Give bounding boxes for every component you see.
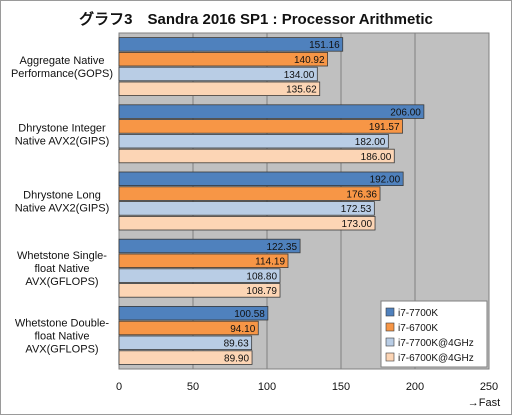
- category-label: Dhrystone Long: [23, 190, 101, 202]
- category-label: Dhrystone Integer: [18, 122, 106, 134]
- chart-title: グラフ3 Sandra 2016 SP1 : Processor Arithme…: [79, 11, 433, 28]
- category-label: AVX(GFLOPS): [25, 343, 98, 355]
- bar-i7-6700k-4ghz: [118, 148, 395, 164]
- category-label: Native AVX2(GIPS): [15, 203, 110, 215]
- category-label: Whetstone Double-: [15, 317, 109, 329]
- x-tick-label: 250: [480, 381, 498, 393]
- bar-i7-7700k-4ghz: [118, 268, 281, 283]
- bar-i7-7700k: [118, 104, 425, 119]
- value-label: 172.53: [341, 204, 372, 215]
- x-axis-caption: →Fast: [468, 397, 500, 409]
- legend-label: i7-6700K@4GHz: [398, 353, 474, 364]
- bar-i7-6700k-4ghz: [118, 350, 253, 365]
- category-label: Performance(GOPS): [11, 68, 113, 80]
- value-label: 151.16: [309, 40, 340, 51]
- bar-i7-6700k-4ghz: [118, 81, 321, 97]
- value-label: 134.00: [284, 70, 315, 81]
- value-label: 186.00: [361, 152, 392, 163]
- x-tick-label: 100: [258, 381, 276, 393]
- bar-i7-7700k-4ghz: [118, 201, 375, 216]
- value-label: 173.00: [341, 219, 372, 230]
- value-label: 108.79: [246, 286, 277, 297]
- x-tick-label: 200: [406, 381, 424, 393]
- bar-i7-7700k: [118, 238, 301, 254]
- value-label: 192.00: [370, 175, 401, 186]
- legend-box: [380, 300, 488, 368]
- category-label: Native AVX2(GIPS): [15, 135, 110, 147]
- bar-i7-7700k: [118, 37, 344, 52]
- value-label: 100.58: [234, 309, 265, 320]
- bar-i7-7700k-4ghz: [118, 335, 253, 351]
- bar-i7-7700k-4ghz: [118, 66, 318, 82]
- legend-swatch: [385, 352, 395, 362]
- category-label: float Native: [34, 330, 89, 342]
- bar-i7-7700k: [118, 171, 404, 187]
- legend-swatch: [385, 322, 395, 332]
- legend-label: i7-7700K: [398, 308, 438, 319]
- legend-label: i7-6700K: [398, 323, 438, 334]
- x-tick-label: 0: [116, 381, 122, 393]
- bar-i7-7700k-4ghz: [118, 133, 389, 149]
- value-label: 206.00: [390, 107, 421, 118]
- value-label: 114.19: [255, 257, 285, 268]
- x-tick-label: 150: [332, 381, 350, 393]
- legend-swatch: [385, 307, 395, 317]
- category-label: Whetstone Single-: [17, 250, 107, 262]
- value-label: 140.92: [294, 55, 325, 66]
- value-label: 176.36: [346, 189, 377, 200]
- bar-i7-6700k: [118, 52, 328, 67]
- value-label: 122.35: [266, 242, 297, 253]
- value-label: 94.10: [230, 324, 255, 335]
- bar-i7-6700k: [118, 253, 289, 269]
- value-label: 182.00: [355, 137, 386, 148]
- value-label: 135.62: [286, 85, 317, 96]
- bar-i7-6700k-4ghz: [118, 215, 376, 231]
- bar-i7-6700k-4ghz: [118, 283, 281, 298]
- category-label: float Native: [34, 263, 89, 275]
- bar-i7-7700k: [118, 305, 269, 321]
- x-tick-label: 50: [187, 381, 199, 393]
- value-label: 108.80: [246, 271, 277, 282]
- value-label: 89.90: [224, 353, 249, 364]
- category-label: Aggregate Native: [20, 55, 105, 67]
- legend-label: i7-7700K@4GHz: [398, 338, 474, 349]
- bar-i7-6700k: [118, 186, 381, 201]
- legend-swatch: [385, 337, 395, 347]
- value-label: 89.63: [224, 339, 249, 350]
- bar-i7-6700k: [118, 320, 259, 336]
- bar-i7-6700k: [118, 119, 403, 134]
- category-label: AVX(GFLOPS): [25, 276, 98, 288]
- value-label: 191.57: [369, 122, 400, 133]
